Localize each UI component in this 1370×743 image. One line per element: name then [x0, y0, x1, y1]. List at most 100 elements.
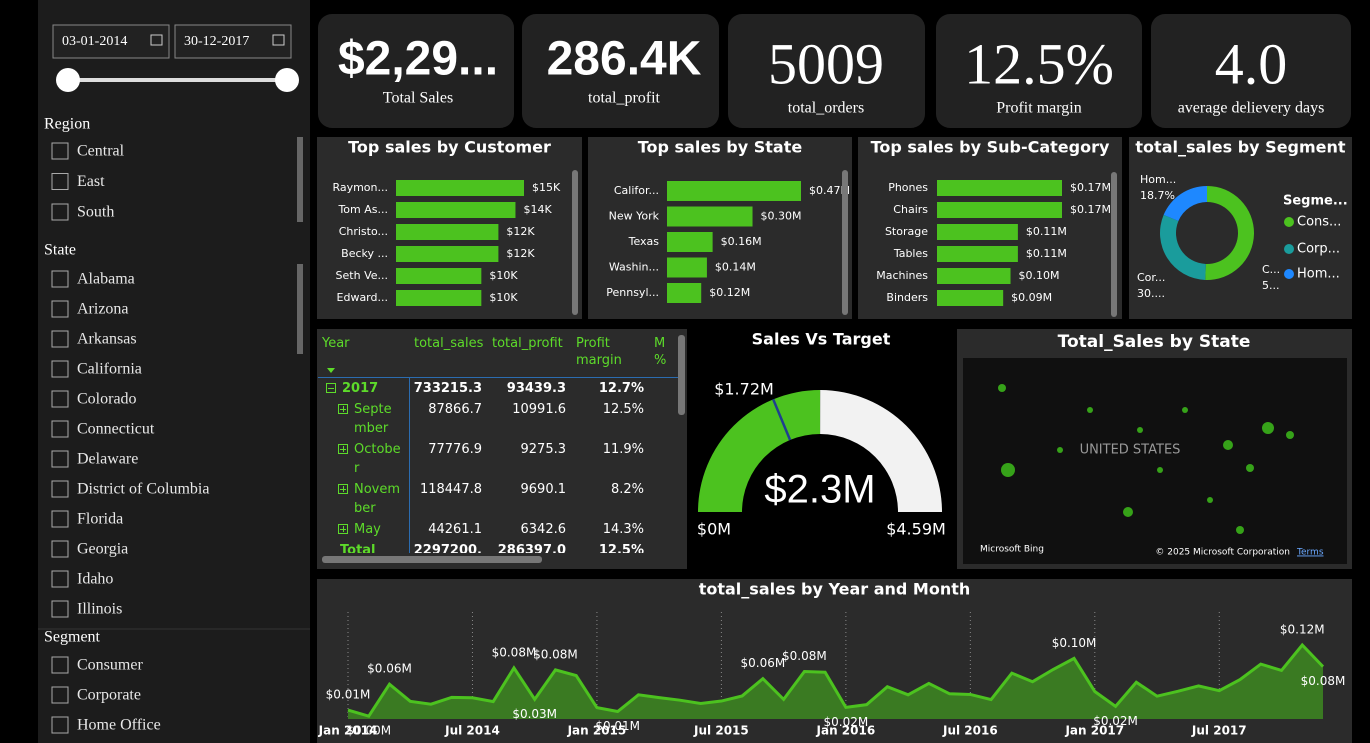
checkbox[interactable] — [51, 390, 69, 408]
map[interactable] — [963, 358, 1347, 564]
data-label: $0.11M — [1026, 247, 1067, 260]
checkbox[interactable] — [51, 173, 69, 190]
cell-text: Total — [340, 543, 376, 553]
cell-text: 93439.3 — [506, 381, 566, 396]
slicer-item[interactable]: California — [77, 361, 142, 378]
slicer-item[interactable]: Florida — [77, 511, 123, 528]
scrollbar[interactable] — [297, 137, 303, 222]
cell-text: 2017 — [342, 381, 379, 396]
scrollbar[interactable] — [297, 264, 303, 354]
checkbox[interactable] — [51, 360, 69, 378]
y-tick-label: Raymon... — [332, 181, 388, 194]
slider-handle[interactable] — [56, 68, 80, 92]
checkbox[interactable] — [51, 656, 69, 674]
checkbox[interactable] — [51, 480, 69, 498]
cell-text: September — [354, 402, 392, 436]
x-tick-label: Jul 2014 — [444, 724, 500, 738]
bar — [667, 206, 753, 227]
cell-text: 77776.9 — [428, 442, 482, 457]
checkbox[interactable] — [51, 420, 69, 438]
table-cell: 8.2% — [572, 479, 650, 519]
slicer-item[interactable]: Home Office — [77, 717, 161, 734]
scrollbar[interactable] — [678, 335, 685, 415]
slicer-item[interactable]: Georgia — [77, 541, 128, 558]
data-label: $0.47M — [809, 184, 850, 197]
checkbox[interactable] — [51, 142, 69, 160]
map-country: UNITED STATES — [1080, 443, 1181, 458]
date-box[interactable] — [52, 24, 170, 59]
scrollbar[interactable] — [572, 170, 578, 315]
table-cell: 733215.3 — [410, 378, 488, 399]
data-label: $0.16M — [721, 235, 762, 248]
y-tick-label: New York — [609, 210, 660, 223]
data-label: $0.01M — [595, 719, 640, 733]
calendar-icon — [272, 34, 285, 46]
checkbox[interactable] — [51, 570, 69, 588]
panel — [588, 137, 852, 319]
checkbox[interactable] — [51, 716, 69, 734]
table-cell — [650, 378, 678, 399]
slicer-item[interactable]: South — [77, 204, 114, 221]
y-tick-label: Edward... — [337, 291, 388, 304]
map-bubbles — [998, 384, 1294, 534]
checkbox[interactable] — [51, 686, 69, 704]
scrollbar[interactable] — [842, 170, 848, 315]
table-cell: 12.5% — [572, 399, 650, 439]
expand-icon[interactable] — [326, 383, 336, 393]
bubble — [1236, 526, 1244, 534]
checkbox[interactable] — [51, 203, 69, 221]
bar — [937, 268, 1011, 284]
table-cell: 77776.9 — [410, 439, 488, 479]
data-label: $0.17M — [1070, 181, 1111, 194]
table-cell: September — [318, 399, 410, 439]
kpi-label: total_orders — [788, 100, 864, 117]
checkbox[interactable] — [51, 600, 69, 618]
kpi-label: average delievery days — [1178, 100, 1325, 117]
slicer-item[interactable]: Alabama — [77, 271, 135, 288]
data-label: 18.7% — [1140, 189, 1175, 202]
y-tick-label: Binders — [886, 291, 928, 304]
y-tick-label: Becky ... — [341, 247, 388, 260]
data-label: $14K — [523, 203, 552, 216]
bar — [667, 181, 801, 201]
date-box[interactable] — [174, 24, 292, 59]
cell-text: 12.7% — [598, 381, 644, 396]
checkbox[interactable] — [51, 450, 69, 468]
slider-handle[interactable] — [275, 68, 299, 92]
scrollbar[interactable] — [1111, 172, 1117, 317]
checkbox[interactable] — [51, 510, 69, 528]
slicer-item[interactable]: Illinois — [77, 601, 122, 618]
kpi-value: 4.0 — [1215, 31, 1288, 96]
slicer-item[interactable]: Colorado — [77, 391, 137, 408]
gauge-value-label: $2.3M — [764, 468, 875, 512]
data-label: $0.03M — [512, 707, 557, 721]
kpi-value: 286.4K — [547, 33, 702, 86]
checkbox[interactable] — [51, 300, 69, 318]
data-label: 5... — [1262, 279, 1280, 292]
table-cell: 12.7% — [572, 378, 650, 399]
kpi-card — [936, 14, 1142, 128]
checkbox[interactable] — [51, 270, 69, 288]
slicer-item[interactable]: District of Columbia — [77, 481, 209, 498]
slicer-item[interactable]: East — [77, 173, 105, 190]
expand-icon[interactable] — [338, 524, 348, 534]
slicer-item[interactable]: Central — [77, 143, 125, 160]
checkbox[interactable] — [51, 540, 69, 558]
slicer-item[interactable]: Arizona — [77, 301, 129, 318]
x-tick-label: Jul 2015 — [693, 724, 749, 738]
slicer-item[interactable]: Corporate — [77, 687, 141, 704]
expand-icon[interactable] — [338, 444, 348, 454]
slicer-item[interactable]: Consumer — [77, 657, 143, 674]
slicer-item[interactable]: Connecticut — [77, 421, 155, 438]
expand-icon[interactable] — [338, 484, 348, 494]
cell-text: 2297200.9 — [413, 543, 482, 553]
chart-title: Sales Vs Target — [752, 330, 891, 349]
slicer-item[interactable]: Delaware — [77, 451, 138, 468]
bubble — [1087, 407, 1093, 413]
checkbox[interactable] — [51, 330, 69, 348]
expand-icon[interactable] — [338, 404, 348, 414]
map-terms[interactable]: Terms — [1296, 548, 1324, 558]
slicer-item[interactable]: Arkansas — [77, 331, 137, 348]
scrollbar[interactable] — [322, 556, 542, 563]
slicer-item[interactable]: Idaho — [77, 571, 113, 588]
